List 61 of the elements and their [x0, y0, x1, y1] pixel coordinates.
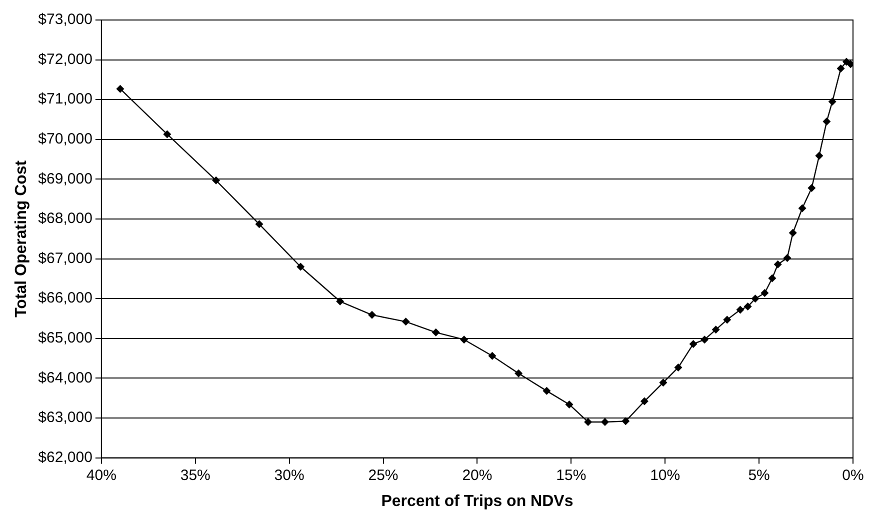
point [622, 417, 630, 426]
y-tick-label: $63,000 [38, 409, 92, 426]
point [808, 184, 816, 192]
point [255, 220, 264, 228]
y-tick-label: $70,000 [38, 130, 92, 148]
y-tick-label: $67,000 [38, 250, 92, 267]
point [460, 336, 468, 344]
y-tick-label: $69,000 [38, 170, 92, 188]
point [488, 352, 496, 360]
point [336, 297, 344, 306]
x-tick-label: 30% [274, 466, 304, 484]
point [700, 336, 709, 344]
point [432, 328, 440, 336]
point [584, 418, 592, 426]
x-tick-label: 35% [180, 466, 210, 484]
point [514, 369, 523, 378]
point [712, 326, 720, 334]
y-tick-label: $64,000 [38, 369, 92, 386]
point [116, 84, 124, 93]
y-tick-label: $65,000 [38, 330, 92, 347]
point [296, 262, 305, 271]
point [736, 306, 744, 314]
point [760, 289, 769, 298]
y-tick-label: $73,000 [38, 11, 92, 28]
y-tick-label: $62,000 [38, 448, 92, 466]
y-tick-label: $71,000 [38, 90, 92, 108]
y-tick-label: $66,000 [38, 290, 92, 307]
point [689, 340, 698, 348]
point [836, 64, 845, 73]
x-tick-label: 15% [556, 466, 586, 484]
point [163, 130, 172, 138]
point [402, 318, 410, 326]
point [783, 254, 792, 262]
y-axis-title: Total Operating Cost [13, 160, 30, 318]
x-axis-title: Percent of Trips on NDVs [381, 492, 574, 510]
point [744, 302, 752, 311]
x-tick-label: 20% [462, 466, 492, 484]
y-tick-label: $72,000 [38, 50, 92, 68]
point [600, 418, 609, 426]
x-tick-label: 0% [842, 466, 864, 484]
point [542, 386, 551, 395]
point [822, 117, 831, 126]
x-tick-label: 40% [86, 466, 116, 484]
x-tick-label: 5% [748, 466, 770, 484]
point [674, 363, 682, 372]
point [723, 316, 732, 324]
point [815, 152, 824, 160]
point [798, 204, 806, 212]
y-tick-label: $68,000 [38, 210, 92, 228]
point [828, 98, 836, 106]
point [640, 397, 648, 406]
point [565, 400, 574, 408]
point [774, 260, 782, 268]
x-tick-label: 25% [368, 466, 398, 484]
point [768, 274, 776, 282]
point [751, 294, 760, 303]
point [659, 378, 668, 387]
point [788, 228, 797, 237]
point [212, 176, 220, 184]
x-tick-label: 10% [650, 466, 680, 484]
point [368, 310, 376, 319]
